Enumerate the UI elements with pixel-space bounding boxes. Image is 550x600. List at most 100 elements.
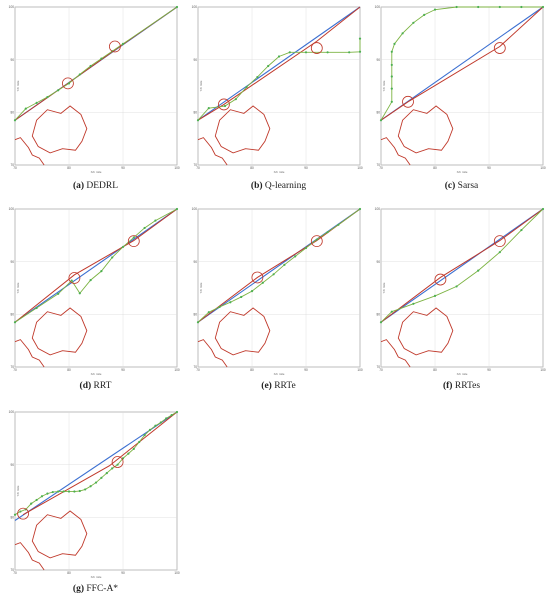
highlight-circle: [402, 95, 414, 108]
baseline-path: [197, 208, 361, 323]
path-marker: [358, 50, 362, 53]
caption-e: (e) RRTe: [196, 381, 361, 391]
path-marker: [165, 417, 168, 420]
obstacle-edge: [14, 339, 45, 368]
path-marker: [196, 321, 200, 324]
y-tick-label: 80: [193, 313, 197, 317]
path-marker: [143, 434, 146, 437]
x-tick-label: 90: [304, 166, 308, 170]
obstacle-outline: [31, 105, 88, 154]
y-tick-label: 70: [10, 163, 14, 167]
x-tick-label: 100: [540, 166, 546, 170]
x-axis-label: X/n mile: [274, 170, 285, 174]
y-tick-label: 70: [10, 568, 14, 572]
highlight-circle: [493, 42, 506, 54]
caption-f: (f) RRTes: [379, 381, 544, 391]
baseline-path: [380, 208, 544, 323]
path-marker: [132, 447, 135, 450]
path-marker: [337, 223, 340, 226]
path-marker: [40, 495, 44, 498]
chart-panel-g: (g) FFC-A* 70 80 90 100 70 80 90 100 X/n mile Y/n…: [9, 410, 180, 600]
highlight-circle: [434, 273, 447, 286]
path-marker: [89, 279, 92, 282]
path-marker: [412, 302, 415, 305]
path-marker: [67, 490, 71, 493]
y-tick-label: 90: [10, 58, 14, 62]
path-marker: [294, 255, 297, 258]
y-axis-label: Y/n mile: [382, 80, 386, 91]
caption-name: Sarsa: [457, 181, 479, 191]
path-marker: [390, 100, 393, 103]
path-marker: [234, 98, 237, 101]
path-marker: [19, 510, 22, 513]
path-marker: [520, 228, 523, 232]
path-marker: [111, 256, 114, 259]
path-marker: [223, 104, 227, 108]
x-tick-label: 90: [487, 166, 491, 170]
highlight-circle: [68, 272, 81, 284]
y-tick-label: 90: [376, 260, 380, 264]
path-marker: [272, 273, 275, 276]
baseline-path: [197, 6, 361, 121]
y-tick-label: 70: [376, 365, 380, 369]
plot-frame: [14, 6, 178, 166]
x-axis-label: X/n mile: [91, 575, 102, 579]
x-tick-label: 80: [433, 368, 437, 372]
caption-name: RRTe: [274, 381, 296, 391]
x-tick-label: 80: [250, 368, 254, 372]
path-marker: [89, 64, 92, 68]
path-marker: [433, 294, 437, 297]
path-marker: [390, 75, 393, 78]
path-marker: [250, 290, 254, 293]
highlight-circle: [310, 235, 323, 248]
path-marker: [138, 440, 141, 444]
path-marker: [100, 270, 103, 273]
path-marker: [520, 5, 523, 9]
path-marker: [35, 498, 38, 502]
obstacle-outline: [31, 307, 88, 356]
x-tick-label: 80: [67, 571, 71, 575]
path-marker: [358, 207, 362, 211]
caption-g: (g) FFC-A*: [13, 584, 178, 594]
caption-name: RRT: [93, 381, 112, 391]
path-marker: [283, 263, 286, 266]
y-tick-label: 70: [10, 365, 14, 369]
planned-path: [14, 6, 178, 121]
path-marker: [13, 321, 17, 324]
path-marker: [70, 279, 73, 282]
path-marker: [13, 119, 17, 122]
obstacle-outline: [214, 105, 271, 154]
path-marker: [379, 321, 383, 324]
y-tick-label: 80: [193, 111, 197, 115]
path-marker: [433, 8, 437, 11]
x-axis-label: X/n mile: [274, 372, 285, 376]
y-tick-label: 100: [9, 410, 15, 414]
highlight-circle: [218, 98, 230, 111]
y-tick-label: 80: [10, 111, 14, 115]
caption-letter: (a): [72, 181, 85, 191]
x-tick-label: 80: [67, 368, 71, 372]
path-marker: [267, 64, 270, 68]
path-marker: [78, 292, 81, 295]
path-marker: [62, 490, 65, 493]
x-tick-label: 70: [196, 166, 200, 170]
caption-letter: (g): [72, 584, 84, 594]
y-tick-label: 70: [376, 163, 380, 167]
path-marker: [154, 219, 157, 222]
reference-path: [197, 6, 361, 121]
y-tick-label: 90: [193, 260, 197, 264]
baseline-path: [14, 208, 178, 323]
y-tick-label: 100: [192, 207, 198, 211]
x-axis-label: X/n mile: [457, 372, 468, 376]
path-marker: [159, 421, 162, 424]
path-marker: [175, 410, 179, 414]
caption-name: RRTes: [454, 381, 481, 391]
y-axis-label: Y/n mile: [16, 80, 20, 91]
path-marker: [358, 37, 362, 40]
path-marker: [84, 488, 87, 491]
path-marker: [121, 245, 125, 249]
path-marker: [498, 5, 501, 9]
path-marker: [315, 238, 318, 241]
